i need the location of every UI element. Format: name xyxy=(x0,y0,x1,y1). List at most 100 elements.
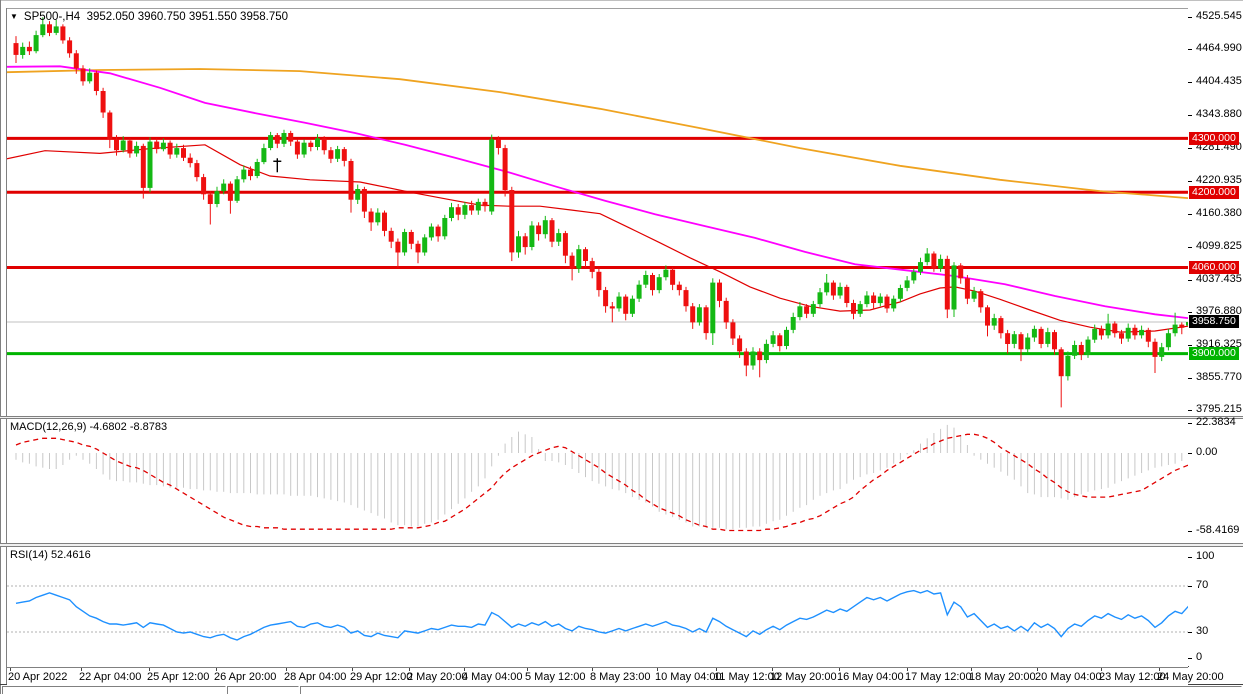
time-tick xyxy=(971,668,972,671)
axis-tick xyxy=(1188,280,1192,281)
time-label: 12 May 20:00 xyxy=(770,671,837,683)
axis-tick xyxy=(1188,214,1192,215)
time-tick xyxy=(81,668,82,671)
axis-label: 4404.435 xyxy=(1196,75,1242,87)
time-tick xyxy=(907,668,908,671)
ma-magenta-line xyxy=(7,65,1188,319)
price-level-badge: 3900.000 xyxy=(1189,347,1239,360)
time-label: 24 May 20:00 xyxy=(1157,671,1224,683)
symbol-timeframe-label: SP500-,H4 xyxy=(23,11,81,23)
axis-tick xyxy=(1188,410,1192,411)
price-level-badge: 4060.000 xyxy=(1189,261,1239,274)
time-label: 20 Apr 2022 xyxy=(8,671,68,683)
time-tick xyxy=(839,668,840,671)
axis-label: 4343.880 xyxy=(1196,108,1242,120)
left-outer-border xyxy=(0,0,1,694)
time-label: 25 Apr 12:00 xyxy=(147,671,210,683)
price-level-badge: 4200.000 xyxy=(1189,186,1239,199)
axis-label: 4099.825 xyxy=(1196,240,1242,252)
axis-label: 70 xyxy=(1196,579,1209,591)
cross-marker-icon xyxy=(273,158,282,173)
axis-tick xyxy=(1188,531,1192,532)
axis-tick xyxy=(1188,115,1192,116)
axis-tick xyxy=(1188,378,1192,379)
macd-signal-line xyxy=(15,433,1188,532)
symbol-dropdown-icon[interactable]: ▼ xyxy=(10,12,18,21)
axis-tick xyxy=(1188,312,1192,313)
axis-tick xyxy=(1188,632,1192,633)
rsi-line xyxy=(15,589,1188,641)
price-level-badge: 4300.000 xyxy=(1189,132,1239,145)
ohlc-values: 3952.050 3960.750 3951.550 3958.750 xyxy=(86,11,289,23)
main-chart-canvas[interactable] xyxy=(7,8,1188,416)
status-cell-right[interactable] xyxy=(300,686,1242,694)
time-tick xyxy=(772,668,773,671)
status-cell-left[interactable] xyxy=(2,686,226,694)
time-label: 22 Apr 04:00 xyxy=(79,671,142,683)
axis-tick xyxy=(1188,345,1192,346)
price-axis[interactable]: 4525.545 4464.990 4404.435 4343.880 4281… xyxy=(1188,8,1243,416)
axis-label: 0 xyxy=(1196,651,1203,663)
chart-title-bar: ▼ SP500-,H4 3952.050 3960.750 3951.550 39… xyxy=(10,11,288,23)
time-tick xyxy=(527,668,528,671)
axis-tick xyxy=(1188,453,1192,454)
status-cell-middle[interactable] xyxy=(227,686,299,694)
time-label: 28 Apr 04:00 xyxy=(284,671,347,683)
splitter-main-macd[interactable] xyxy=(0,416,1243,419)
current-price-badge: 3958.750 xyxy=(1189,315,1239,328)
macd-panel-canvas[interactable] xyxy=(7,419,1188,543)
axis-tick xyxy=(1188,181,1192,182)
axis-label: 4160.380 xyxy=(1196,207,1242,219)
time-tick xyxy=(1159,668,1160,671)
axis-label: 4220.935 xyxy=(1196,174,1242,186)
time-label: 16 May 04:00 xyxy=(837,671,904,683)
rsi-panel-canvas[interactable] xyxy=(7,547,1188,666)
axis-label: -58.4169 xyxy=(1196,524,1240,536)
axis-tick xyxy=(1188,557,1192,558)
time-tick xyxy=(1101,668,1102,671)
axis-label: 3976.880 xyxy=(1196,305,1242,317)
ma-red-line xyxy=(7,144,1188,333)
axis-label: 100 xyxy=(1196,550,1215,562)
axis-label: 30 xyxy=(1196,625,1209,637)
axis-tick xyxy=(1188,586,1192,587)
time-tick xyxy=(149,668,150,671)
time-tick xyxy=(716,668,717,671)
axis-label: 4464.990 xyxy=(1196,42,1242,54)
axis-tick xyxy=(1188,17,1192,18)
time-tick xyxy=(352,668,353,671)
time-label: 4 May 04:00 xyxy=(462,671,523,683)
axis-tick xyxy=(1188,247,1192,248)
ma-orange-line xyxy=(7,68,1188,199)
time-label: 26 Apr 20:00 xyxy=(214,671,277,683)
rsi-axis[interactable]: 100 70 30 0 xyxy=(1188,547,1243,666)
axis-label: 22.3834 xyxy=(1196,416,1236,428)
axis-label: 0.00 xyxy=(1196,446,1218,458)
top-border xyxy=(0,0,1243,1)
axis-tick xyxy=(1188,658,1192,659)
time-label: 11 May 12:00 xyxy=(714,671,780,683)
time-label: 8 May 23:00 xyxy=(590,671,651,683)
time-label: 20 May 04:00 xyxy=(1035,671,1102,683)
axis-tick xyxy=(1188,423,1192,424)
time-axis[interactable]: 20 Apr 2022 22 Apr 04:00 25 Apr 12:00 26… xyxy=(7,667,1224,685)
time-tick xyxy=(409,668,410,671)
time-tick xyxy=(464,668,465,671)
macd-axis[interactable]: 22.3834 0.00 -58.4169 xyxy=(1188,416,1243,543)
candles xyxy=(13,17,1188,408)
chart-top-border xyxy=(7,8,1243,9)
time-tick xyxy=(286,668,287,671)
time-label: 29 Apr 12:00 xyxy=(350,671,413,683)
axis-label: 4525.545 xyxy=(1196,10,1242,22)
time-tick xyxy=(1037,668,1038,671)
time-label: 10 May 04:00 xyxy=(655,671,722,683)
splitter-macd-rsi[interactable] xyxy=(0,543,1243,547)
time-label: 23 May 12:00 xyxy=(1099,671,1166,683)
axis-tick xyxy=(1188,148,1192,149)
time-label: 18 May 20:00 xyxy=(969,671,1036,683)
time-tick xyxy=(657,668,658,671)
axis-label: 3795.215 xyxy=(1196,403,1242,415)
time-tick xyxy=(10,668,11,671)
macd-histogram xyxy=(15,424,1183,530)
